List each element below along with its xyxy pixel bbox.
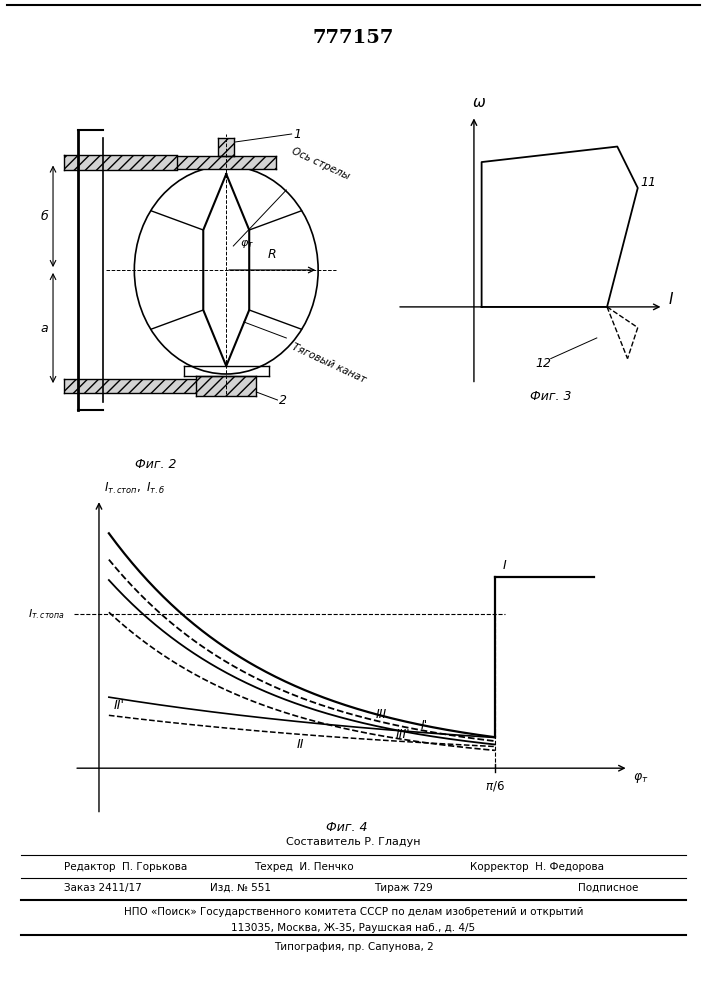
Text: II': II' xyxy=(114,699,124,712)
Text: $\varphi_т$: $\varphi_т$ xyxy=(633,771,649,785)
Text: ω: ω xyxy=(473,95,486,110)
Text: 1: 1 xyxy=(293,127,301,140)
Text: Подписное: Подписное xyxy=(578,883,638,893)
Text: Тираж 729: Тираж 729 xyxy=(373,883,433,893)
Text: 777157: 777157 xyxy=(312,29,395,47)
Text: I: I xyxy=(502,559,506,572)
Text: $I_{т.стоп},\ I_{т.б}$: $I_{т.стоп},\ I_{т.б}$ xyxy=(104,481,165,496)
Text: НПО «Поиск» Государственного комитета СССР по делам изобретений и открытий: НПО «Поиск» Государственного комитета СС… xyxy=(124,907,583,917)
Text: III: III xyxy=(376,708,387,721)
Text: $\pi/6$: $\pi/6$ xyxy=(485,779,505,793)
Text: Техред  И. Пенчко: Техред И. Пенчко xyxy=(255,862,354,872)
Text: $I_{т.стопа}$: $I_{т.стопа}$ xyxy=(28,607,64,621)
Text: 12: 12 xyxy=(535,357,551,370)
Text: Фиг. 3: Фиг. 3 xyxy=(530,390,571,403)
Text: R: R xyxy=(268,248,276,261)
Text: Редактор  П. Горькова: Редактор П. Горькова xyxy=(64,862,187,872)
Text: 2: 2 xyxy=(279,393,287,406)
Text: 113035, Москва, Ж-35, Раушская наб., д. 4/5: 113035, Москва, Ж-35, Раушская наб., д. … xyxy=(231,923,476,933)
Text: Типография, пр. Сапунова, 2: Типография, пр. Сапунова, 2 xyxy=(274,942,433,952)
Text: Фиг. 2: Фиг. 2 xyxy=(135,458,176,471)
Text: б: б xyxy=(40,210,48,223)
Text: Фиг. 4: Фиг. 4 xyxy=(326,821,367,834)
Text: I: I xyxy=(669,292,673,307)
Text: III': III' xyxy=(396,728,411,741)
Text: $\varphi_т$: $\varphi_т$ xyxy=(240,238,255,250)
Text: Составитель Р. Гладун: Составитель Р. Гладун xyxy=(286,837,421,847)
Text: I': I' xyxy=(421,719,428,732)
Text: Заказ 2411/17: Заказ 2411/17 xyxy=(64,883,141,893)
Text: Ось стрелы: Ось стрелы xyxy=(290,146,351,182)
Text: Изд. № 551: Изд. № 551 xyxy=(210,883,271,893)
Text: а: а xyxy=(40,322,48,334)
Text: II: II xyxy=(297,738,305,751)
Text: 11: 11 xyxy=(641,176,656,189)
Text: Тяговый канат: Тяговый канат xyxy=(290,342,367,385)
Text: Корректор  Н. Федорова: Корректор Н. Федорова xyxy=(470,862,604,872)
